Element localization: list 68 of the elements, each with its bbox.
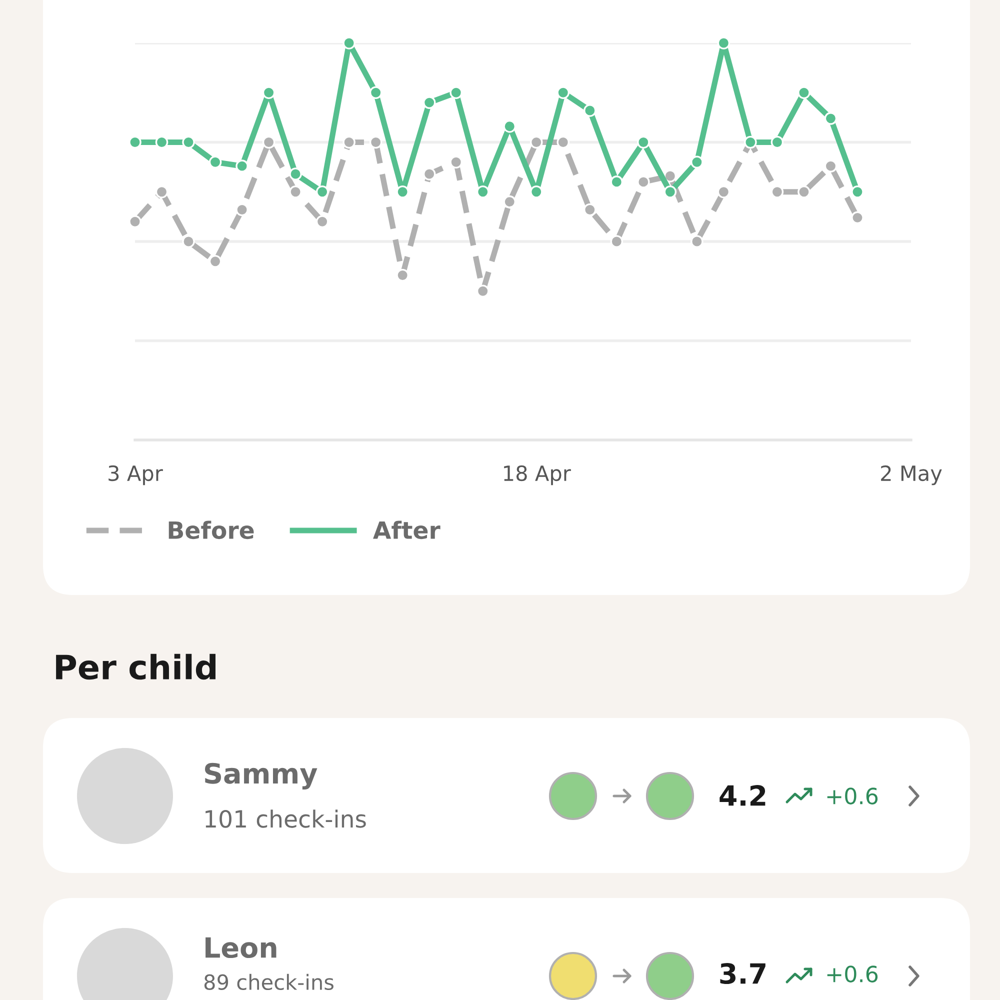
- point: [155, 136, 168, 149]
- point: [556, 86, 570, 100]
- point: [610, 235, 624, 248]
- point: [289, 168, 302, 180]
- point: [610, 176, 624, 188]
- point: [236, 203, 248, 216]
- point: [316, 215, 329, 228]
- text: Per child: [56, 654, 216, 680]
- legend-label: After: [373, 520, 440, 540]
- point: [476, 284, 490, 298]
- point: [182, 235, 195, 248]
- point: [851, 185, 864, 198]
- point: [824, 112, 838, 125]
- point: [422, 168, 436, 180]
- x-tick-label: 3 Apr: [108, 465, 163, 486]
- point: [851, 211, 864, 224]
- point: [637, 176, 650, 188]
- legend-label: Before: [168, 520, 254, 540]
- point: [236, 160, 248, 172]
- point: [530, 185, 543, 198]
- point: [798, 185, 810, 198]
- x-tick-label: 2 May: [881, 465, 942, 486]
- text: 4.2: [720, 785, 766, 806]
- point: [690, 156, 704, 168]
- point: [664, 170, 677, 182]
- point: [503, 195, 516, 208]
- point: [584, 104, 596, 117]
- point: [289, 185, 302, 198]
- point: [770, 136, 784, 149]
- point: [637, 136, 650, 149]
- point: [556, 136, 570, 149]
- point: [208, 156, 222, 168]
- text: 3.7: [720, 963, 766, 984]
- point: [182, 136, 195, 149]
- point: [770, 185, 784, 198]
- text: 101 check-ins: [206, 810, 366, 828]
- point: [316, 185, 329, 198]
- point: [262, 136, 276, 149]
- point: [208, 254, 222, 268]
- point: [503, 120, 516, 133]
- point: [717, 36, 730, 50]
- point: [155, 185, 168, 198]
- text: +0.6: [827, 966, 878, 982]
- text: +0.6: [827, 788, 878, 804]
- point: [342, 36, 356, 50]
- point: [450, 156, 462, 168]
- point: [422, 96, 436, 109]
- point: [369, 136, 382, 149]
- text: Sammy: [204, 762, 318, 790]
- point: [450, 86, 462, 100]
- point: [717, 185, 730, 198]
- x-tick-label: 18 Apr: [504, 465, 571, 486]
- point: [128, 136, 142, 149]
- point: [342, 136, 356, 149]
- point: [262, 86, 276, 100]
- point: [798, 86, 810, 100]
- point: [476, 185, 490, 198]
- point: [396, 268, 409, 282]
- point: [584, 203, 596, 216]
- point: [690, 235, 704, 248]
- text: 89 check-ins: [204, 974, 334, 990]
- point: [824, 160, 838, 172]
- point: [664, 185, 677, 198]
- point: [369, 86, 382, 100]
- point: [128, 215, 142, 228]
- text: Leon: [206, 937, 276, 958]
- point: [530, 136, 543, 149]
- point: [396, 185, 409, 198]
